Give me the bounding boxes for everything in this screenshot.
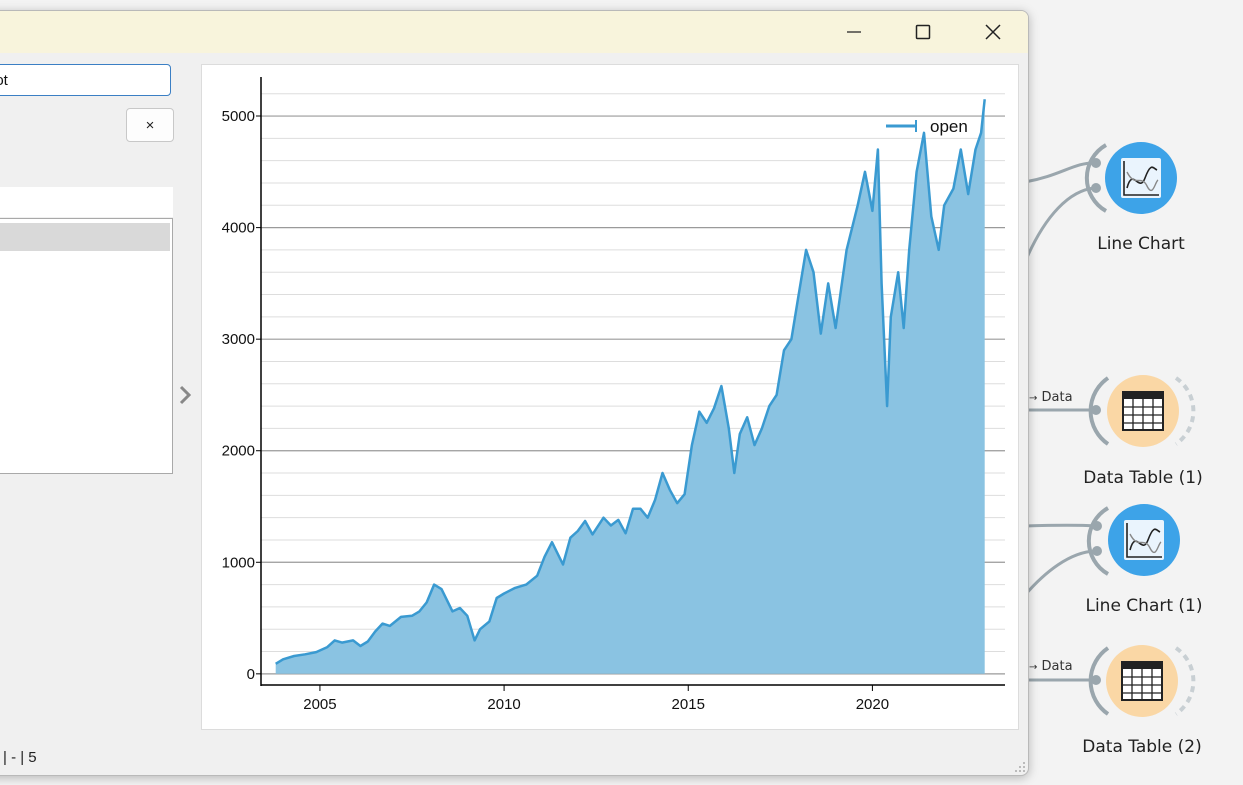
input-anchor[interactable] [1091, 158, 1101, 168]
variable-list[interactable] [0, 218, 173, 474]
series-area [275, 99, 985, 674]
node-line-chart[interactable] [1084, 142, 1177, 214]
y-tick-label: 4000 [222, 220, 255, 237]
link-line[interactable] [1023, 549, 1096, 596]
y-tick-label: 3000 [222, 331, 255, 348]
node-data-table-1[interactable] [1088, 375, 1196, 447]
arrow-icon: → [1029, 393, 1038, 404]
node-label[interactable]: Line Chart [1097, 234, 1185, 254]
y-tick-label: 1000 [222, 554, 255, 571]
clear-button[interactable]: × [126, 108, 174, 142]
title-bar[interactable] [0, 11, 1028, 53]
list-item-selected[interactable] [0, 223, 170, 251]
arrow-icon: → [1029, 662, 1038, 673]
link-label: → Data [1029, 659, 1073, 674]
node-label[interactable]: Data Table (2) [1082, 737, 1202, 757]
line-chart-icon [1124, 520, 1164, 560]
table-icon [1121, 661, 1163, 701]
node-label[interactable]: Data Table (1) [1083, 468, 1203, 488]
x-tick-label: 2015 [672, 696, 705, 713]
chevron-right-icon[interactable] [177, 383, 193, 407]
link-label: → Data [1029, 390, 1073, 405]
node-input-arc [1086, 506, 1110, 576]
y-tick-label: 2000 [222, 443, 255, 460]
input-anchor[interactable] [1092, 546, 1102, 556]
x-tick-label: 2010 [487, 696, 520, 713]
input-anchor[interactable] [1092, 521, 1102, 531]
close-button[interactable] [970, 11, 1016, 53]
series-line[interactable] [275, 99, 986, 665]
resize-grip-icon[interactable] [1014, 761, 1026, 773]
x-tick-label: 2005 [303, 696, 336, 713]
plot-name-field[interactable] [0, 64, 171, 96]
input-anchor[interactable] [1091, 675, 1101, 685]
node-output-arc [1174, 646, 1196, 716]
line-chart[interactable]: 0 1000 2000 3000 4000 5000 2005 2010 2015 2020 ope… [202, 65, 1018, 729]
close-icon [985, 24, 1001, 40]
line-chart-icon [1121, 158, 1161, 198]
minimize-icon [847, 31, 861, 33]
node-line-chart-1[interactable] [1086, 504, 1180, 576]
maximize-icon [915, 24, 931, 40]
plot-area[interactable]: 0 1000 2000 3000 4000 5000 2005 2010 2015 2020 ope… [201, 64, 1019, 730]
line-chart-window: × 0 1000 2000 3000 4000 5000 2005 2010 2015 2020 o… [0, 10, 1029, 776]
y-tick-label: 5000 [222, 108, 255, 125]
node-label[interactable]: Line Chart (1) [1085, 596, 1203, 616]
input-anchor[interactable] [1091, 405, 1101, 415]
node-input-arc [1088, 376, 1110, 446]
node-output-arc [1174, 376, 1196, 446]
node-data-table-2[interactable] [1088, 645, 1196, 717]
node-input-arc [1088, 646, 1110, 716]
input-anchor[interactable] [1091, 183, 1101, 193]
list-header [0, 187, 173, 217]
link-line[interactable] [1024, 523, 1096, 528]
link-line[interactable] [1023, 186, 1096, 263]
node-input-arc [1084, 143, 1108, 213]
y-tick-label: 0 [247, 666, 255, 683]
link-line[interactable] [1024, 161, 1096, 184]
table-icon [1122, 391, 1164, 431]
minimize-button[interactable] [831, 11, 877, 53]
legend-label: open [930, 117, 968, 136]
maximize-button[interactable] [900, 11, 946, 53]
status-bar: | - | 5 [3, 749, 37, 766]
x-tick-label: 2020 [856, 696, 889, 713]
